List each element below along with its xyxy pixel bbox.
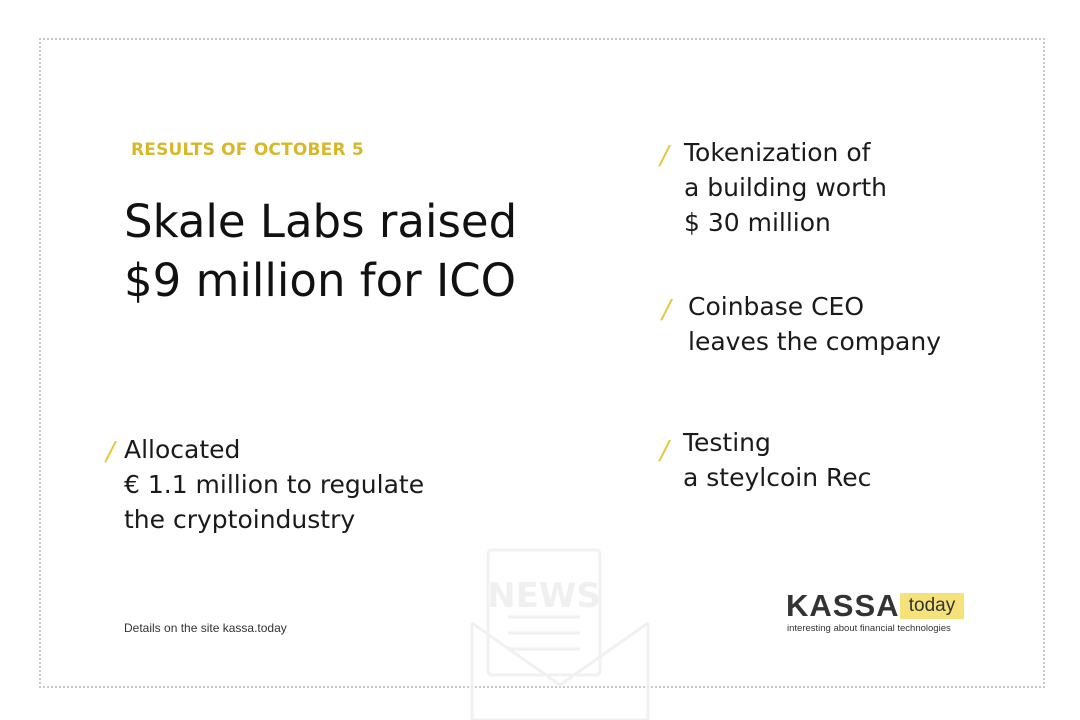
- news-line: a building worth: [684, 173, 888, 202]
- news-item-coinbase: Coinbase CEO leaves the company: [688, 289, 941, 359]
- logo-badge: today: [900, 593, 964, 619]
- news-item-stablecoin: Testing a steylcoin Rec: [683, 425, 871, 495]
- news-envelope-icon: NEWS: [470, 548, 650, 720]
- bullet-slash: /: [660, 141, 669, 171]
- news-line: Tokenization of: [684, 138, 871, 167]
- dotted-frame: [39, 38, 1045, 688]
- headline-line: Skale Labs raised: [124, 195, 518, 248]
- watermark-text: NEWS: [487, 576, 601, 616]
- kassa-logo: KASSA today interesting about financial …: [786, 590, 986, 640]
- news-line: Testing: [683, 428, 771, 457]
- logo-tagline: interesting about financial technologies: [787, 623, 951, 634]
- news-item-regulation: Allocated € 1.1 million to regulate the …: [124, 432, 424, 537]
- footer-note: Details on the site kassa.today: [124, 621, 287, 635]
- news-line: € 1.1 million to regulate: [124, 470, 425, 499]
- bullet-slash: /: [106, 437, 115, 467]
- news-line: the cryptoindustry: [124, 505, 356, 534]
- news-line: Allocated: [124, 435, 241, 464]
- bullet-slash: /: [660, 436, 669, 466]
- logo-wordmark: KASSA: [786, 588, 900, 623]
- headline: Skale Labs raised $9 million for ICO: [124, 192, 517, 310]
- news-line: a steylcoin Rec: [683, 463, 872, 492]
- bullet-slash: /: [662, 295, 671, 325]
- news-line: $ 30 million: [684, 208, 831, 237]
- news-line: leaves the company: [688, 327, 941, 356]
- headline-line: $9 million for ICO: [124, 254, 517, 307]
- news-item-tokenization: Tokenization of a building worth $ 30 mi…: [684, 135, 887, 240]
- date-kicker: RESULTS OF OCTOBER 5: [131, 140, 364, 160]
- news-line: Coinbase CEO: [688, 292, 865, 321]
